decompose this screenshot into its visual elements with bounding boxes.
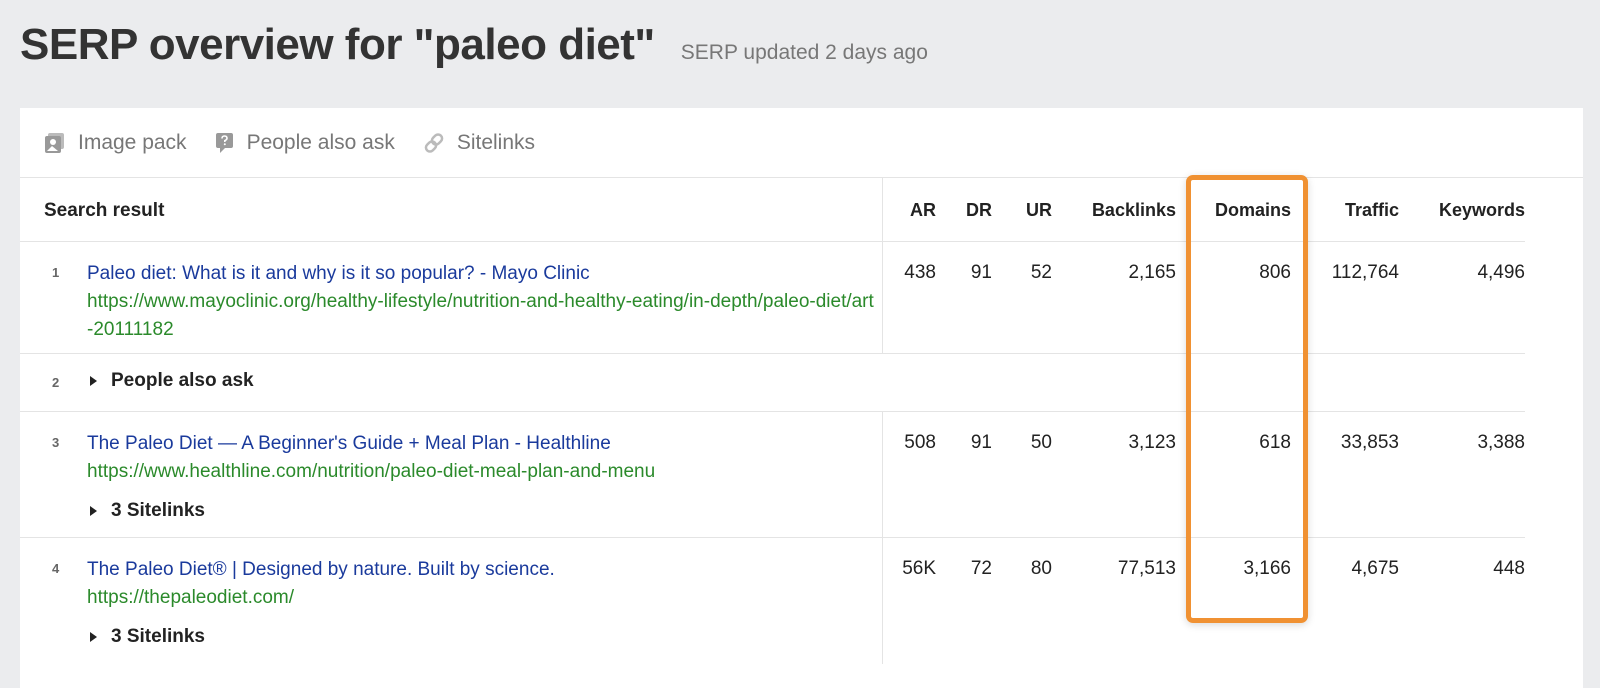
- triangle-right-icon: [90, 505, 97, 516]
- ar-value: 438: [904, 262, 936, 283]
- page-title: SERP overview for "paleo diet": [20, 20, 655, 69]
- domains-value: 3,166: [1243, 558, 1291, 579]
- traffic-value: 4,675: [1351, 558, 1399, 579]
- col-dr[interactable]: DR: [966, 200, 992, 220]
- ur-value: 52: [1030, 262, 1052, 283]
- table-row: 1 Paleo diet: What is it and why is it s…: [20, 242, 1525, 354]
- ur-value: 50: [1030, 432, 1052, 453]
- link-icon: [424, 132, 444, 153]
- col-domains[interactable]: Domains: [1214, 200, 1291, 220]
- keywords-value: 4,496: [1477, 262, 1525, 283]
- position: 2: [52, 375, 60, 390]
- feature-people-also-ask[interactable]: People also ask: [215, 131, 395, 155]
- result-title-link[interactable]: Paleo diet: What is it and why is it so …: [87, 263, 590, 284]
- result-cell: 1 Paleo diet: What is it and why is it s…: [20, 242, 883, 353]
- backlinks-value: 3,123: [1128, 432, 1176, 453]
- table-row: 3 The Paleo Diet — A Beginner's Guide + …: [20, 412, 1525, 538]
- dr-value: 91: [970, 262, 992, 283]
- feature-label: People also ask: [246, 130, 395, 154]
- sitelinks-toggle[interactable]: 3 Sitelinks: [90, 500, 882, 522]
- domains-value: 806: [1259, 262, 1291, 283]
- backlinks-value: 77,513: [1117, 558, 1176, 579]
- triangle-right-icon: [90, 375, 97, 386]
- position: 3: [52, 435, 60, 450]
- ar-value: 56K: [902, 558, 936, 579]
- feature-sitelinks[interactable]: Sitelinks: [423, 131, 535, 155]
- page-header: SERP overview for "paleo diet" SERP upda…: [20, 20, 928, 70]
- ur-value: 80: [1030, 558, 1052, 579]
- col-ur[interactable]: UR: [1026, 200, 1052, 220]
- ar-value: 508: [904, 432, 936, 453]
- serp-updated: SERP updated 2 days ago: [680, 41, 928, 64]
- backlinks-value: 2,165: [1128, 262, 1176, 283]
- result-url[interactable]: https://www.mayoclinic.org/healthy-lifes…: [87, 291, 874, 340]
- image-icon: [45, 132, 64, 153]
- feature-label: Sitelinks: [456, 130, 536, 154]
- traffic-value: 33,853: [1340, 432, 1399, 453]
- people-also-ask-toggle[interactable]: People also ask: [90, 370, 1525, 392]
- table-row: 4 The Paleo Diet® | Designed by nature. …: [20, 538, 1525, 664]
- feature-label: Image pack: [78, 130, 187, 154]
- col-search-result[interactable]: Search result: [20, 178, 883, 241]
- toggle-label: People also ask: [111, 370, 254, 391]
- domains-value: 618: [1259, 432, 1291, 453]
- col-ar[interactable]: AR: [910, 200, 936, 220]
- serp-features: Image pack People also ask Sitelinks: [20, 108, 1583, 178]
- triangle-right-icon: [90, 631, 97, 642]
- result-url[interactable]: https://thepaleodiet.com/: [87, 587, 295, 608]
- result-url[interactable]: https://www.healthline.com/nutrition/pal…: [87, 461, 656, 482]
- result-title-link[interactable]: The Paleo Diet — A Beginner's Guide + Me…: [87, 433, 611, 454]
- dr-value: 91: [970, 432, 992, 453]
- col-backlinks[interactable]: Backlinks: [1091, 200, 1176, 220]
- col-keywords[interactable]: Keywords: [1438, 200, 1525, 220]
- position: 1: [52, 265, 60, 280]
- position: 4: [52, 561, 60, 576]
- traffic-value: 112,764: [1331, 262, 1399, 283]
- table-header: Search result AR DR UR Backlinks Domains…: [20, 178, 1525, 242]
- result-cell: 4 The Paleo Diet® | Designed by nature. …: [20, 538, 883, 664]
- col-traffic[interactable]: Traffic: [1344, 200, 1399, 220]
- question-icon: [215, 132, 233, 153]
- sitelinks-toggle[interactable]: 3 Sitelinks: [90, 626, 882, 648]
- serp-card: Image pack People also ask Sitelinks Sea…: [20, 108, 1583, 688]
- keywords-value: 3,388: [1477, 432, 1525, 453]
- result-title-link[interactable]: The Paleo Diet® | Designed by nature. Bu…: [87, 559, 555, 580]
- table-row: 2 People also ask: [20, 354, 1525, 412]
- result-cell: 3 The Paleo Diet — A Beginner's Guide + …: [20, 412, 883, 537]
- toggle-label: 3 Sitelinks: [111, 626, 205, 647]
- toggle-label: 3 Sitelinks: [111, 500, 205, 521]
- keywords-value: 448: [1493, 558, 1525, 579]
- dr-value: 72: [970, 558, 992, 579]
- result-cell: 2 People also ask: [20, 354, 1525, 406]
- feature-image-pack[interactable]: Image pack: [44, 131, 187, 155]
